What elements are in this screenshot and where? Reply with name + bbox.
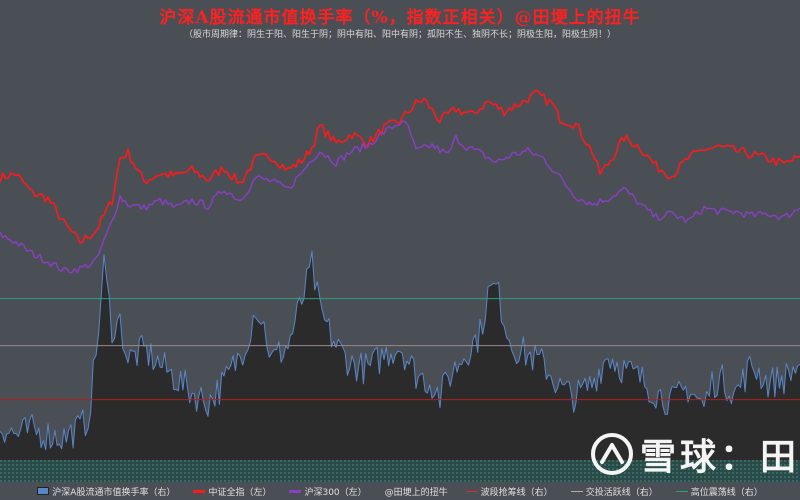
legend-item-buy-line: 波段抢筹线（右） [465, 484, 553, 498]
turnover-area [0, 251, 800, 460]
legend-item-turnover: 沪深A股流通市值换手率（右） [37, 484, 175, 498]
legend-label: 高位震荡线（右） [690, 487, 763, 498]
legend-swatch [193, 489, 206, 493]
bottom-band [0, 460, 800, 482]
legend-swatch [465, 490, 478, 492]
legend-item-author: @田埂上的扭牛 [385, 484, 448, 498]
legend-label: 波段抢筹线（右） [480, 487, 553, 498]
legend-swatch [37, 487, 50, 495]
chart-subtitle: （股市周期律：阴生于阳、阳生于阴；阴中有阳、阳中有阴；孤阳不生、独阴不长；阴极生… [183, 30, 616, 40]
watermark: 雪球：田 [590, 428, 800, 480]
legend-label: 沪深A股流通市值换手率（右） [52, 487, 176, 498]
legend-item-csi-all: 中证全指（左） [193, 484, 271, 498]
snowball-logo-icon [590, 433, 633, 475]
legend-label: @田埂上的扭牛 [384, 487, 448, 498]
plot-area [0, 44, 800, 484]
legend-label: 中证全指（左） [208, 487, 272, 498]
legend-item-high-line: 高位震荡线（右） [675, 484, 763, 498]
series-line-1 [0, 120, 800, 274]
watermark-text: 雪球：田 [639, 437, 800, 478]
legend-swatch [675, 490, 688, 492]
legend-item-active-line: 交投活跃线（右） [570, 484, 658, 498]
series-line-0 [0, 89, 800, 245]
legend-swatch [570, 490, 583, 492]
series-line-2 [0, 250, 800, 451]
legend-swatch [289, 489, 302, 493]
chart-title: 沪深A股流通市值换手率（%，指数正相关）@田埂上的扭牛 [159, 8, 641, 28]
legend-label: 沪深300（左） [304, 487, 367, 498]
legend-item-hs300: 沪深300（左） [289, 484, 367, 498]
legend: 沪深A股流通市值换手率（右） 中证全指（左） 沪深300（左） @田埂上的扭牛 … [0, 484, 800, 498]
legend-label: 交投活跃线（右） [585, 487, 658, 498]
